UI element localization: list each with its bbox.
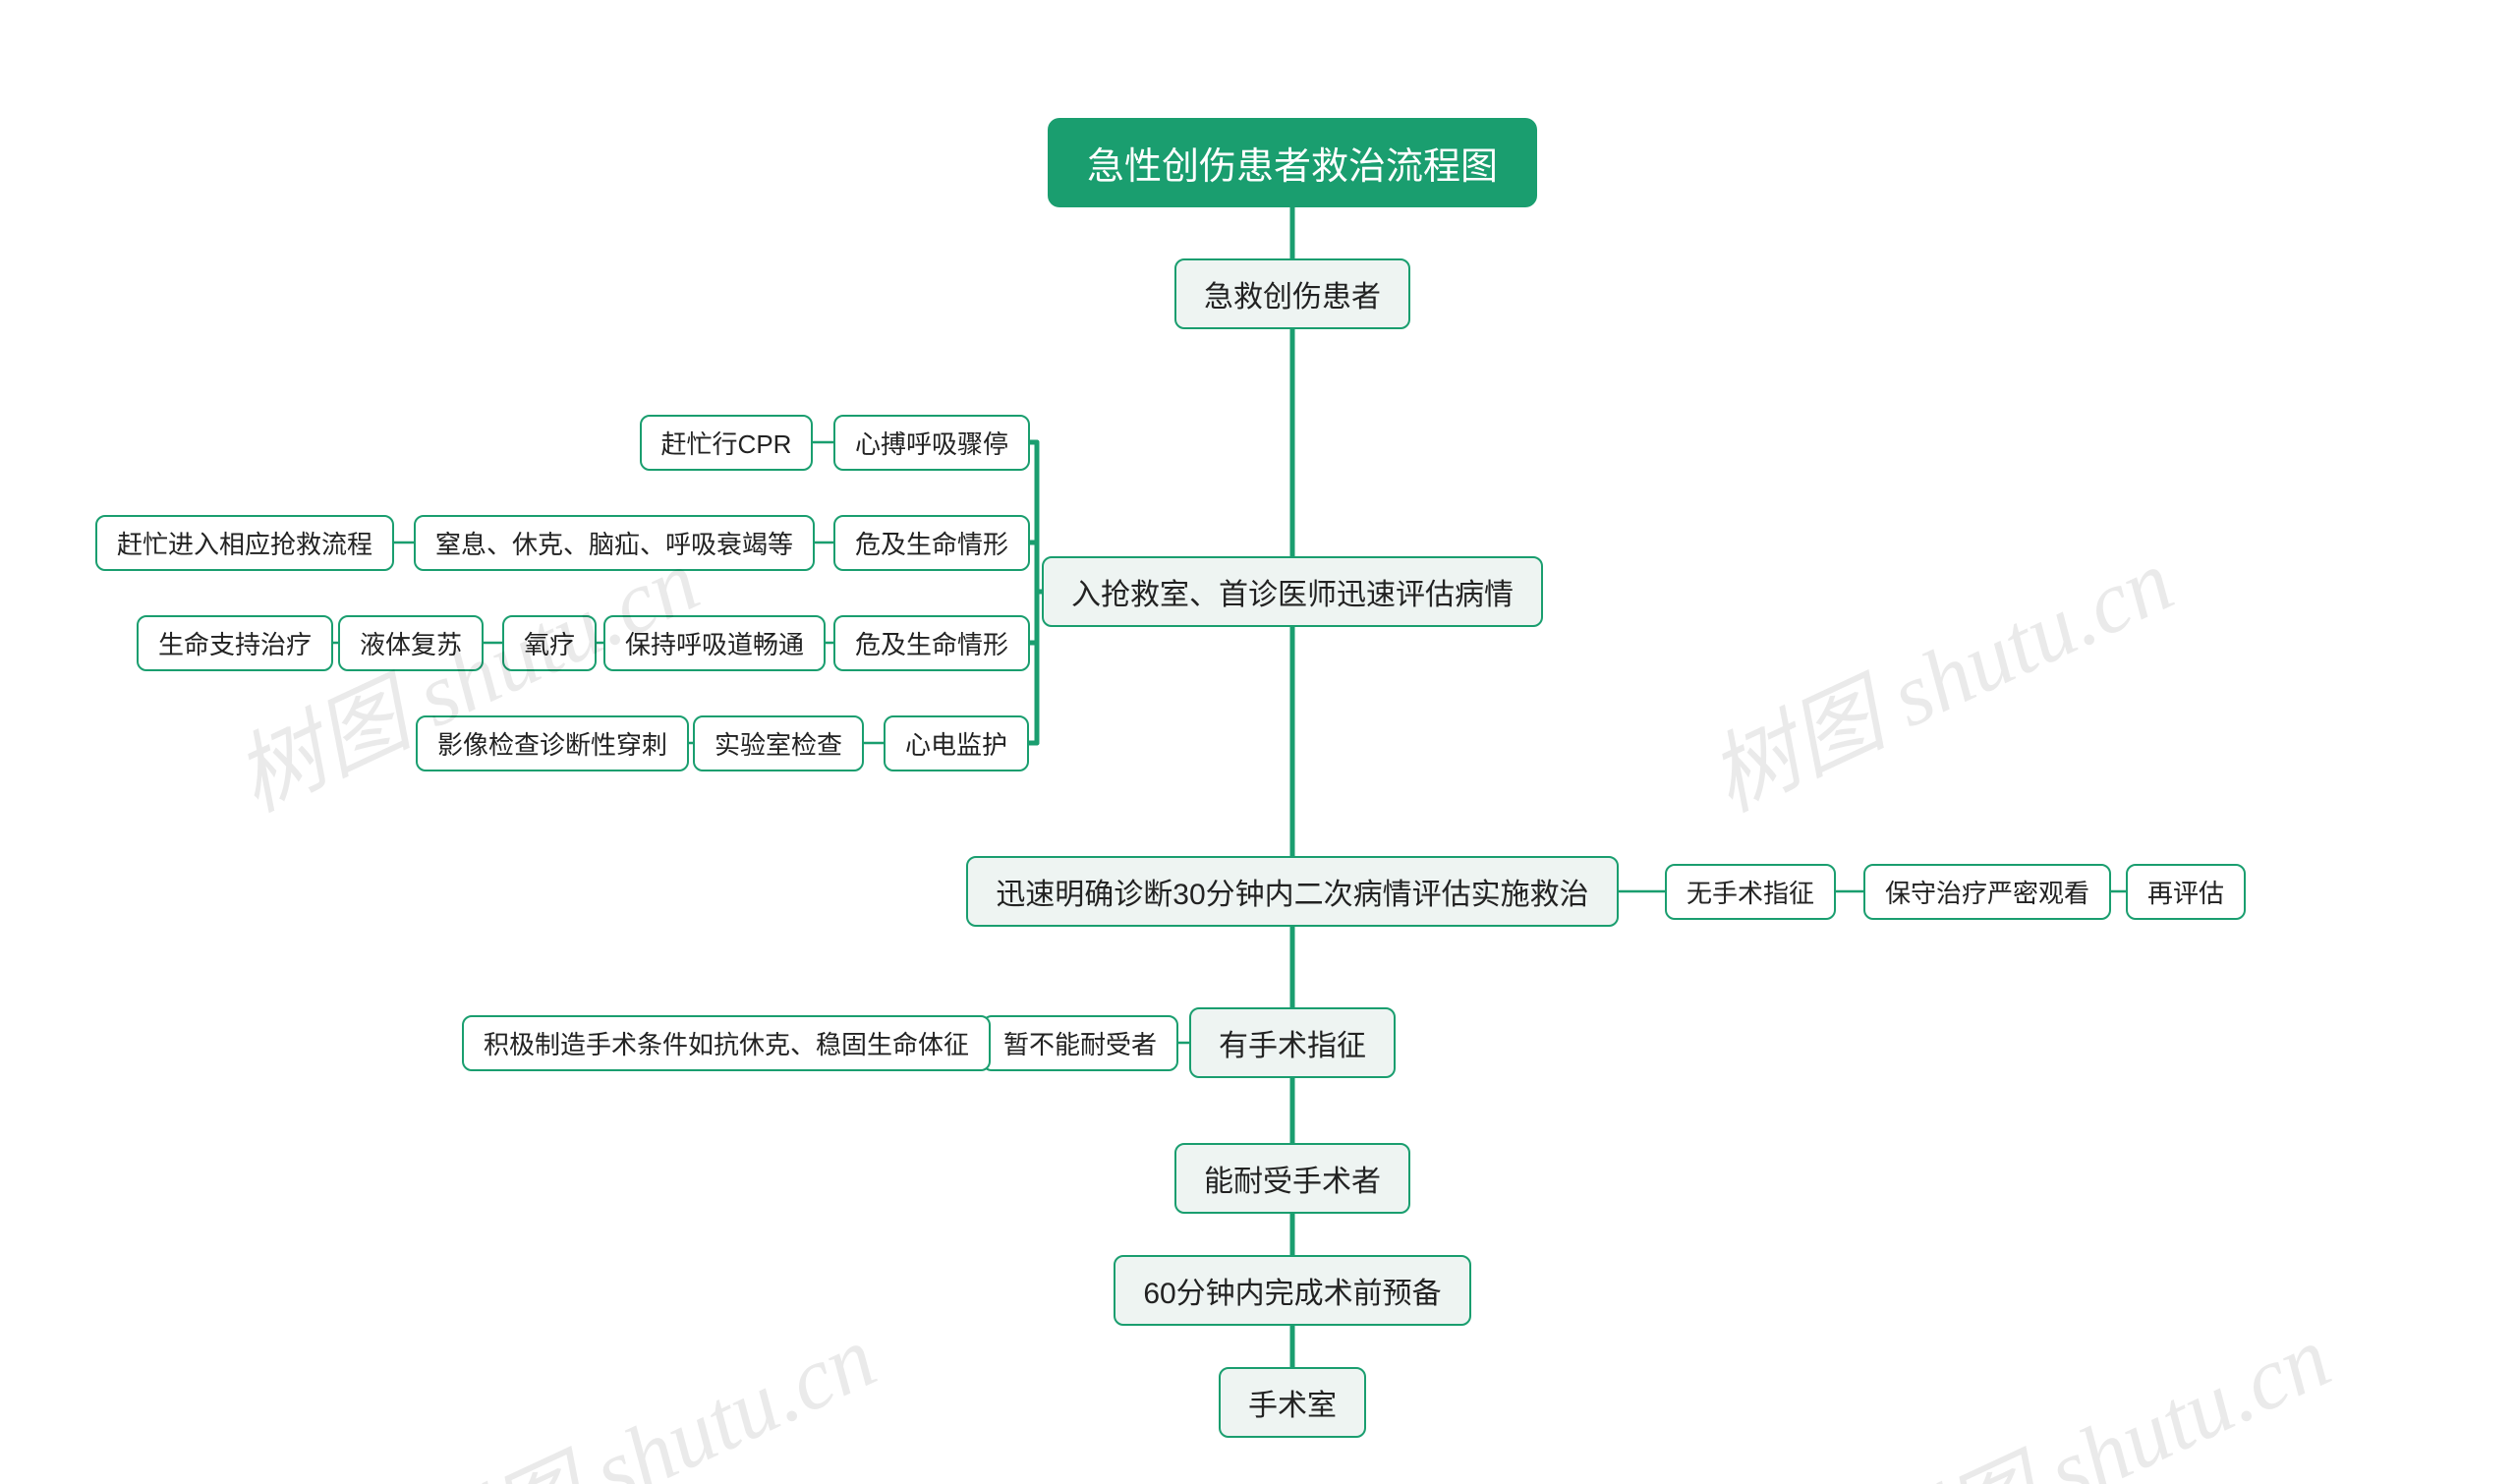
watermark: 树图 shutu.cn [388, 1286, 892, 1484]
node-n2a: 心搏呼吸骤停 [833, 415, 1030, 471]
node-n2b2: 赶忙进入相应抢救流程 [95, 515, 394, 571]
node-n2c: 危及生命情形 [833, 615, 1030, 671]
node-n2b: 危及生命情形 [833, 515, 1030, 571]
node-n3: 迅速明确诊断30分钟内二次病情评估实施救治 [966, 856, 1618, 927]
watermark: 树图 shutu.cn [1843, 1286, 2347, 1484]
node-n2b1: 窒息、休克、脑疝、呼吸衰竭等 [414, 515, 815, 571]
node-n1: 急救创伤患者 [1174, 258, 1410, 329]
node-n2c1: 保持呼吸道畅通 [603, 615, 826, 671]
node-n2d2: 影像检查诊断性穿刺 [416, 715, 689, 771]
node-n7: 手术室 [1219, 1367, 1366, 1438]
node-n3r2: 保守治疗严密观看 [1863, 864, 2111, 920]
node-n3r3: 再评估 [2126, 864, 2246, 920]
node-n2c2: 氧疗 [502, 615, 597, 671]
node-root: 急性创伤患者救治流程图 [1048, 118, 1537, 207]
node-n2c4: 生命支持治疗 [137, 615, 333, 671]
node-n2d1: 实验室检查 [693, 715, 864, 771]
node-n2a1: 赶忙行CPR [640, 415, 814, 471]
node-n6: 60分钟内完成术前预备 [1114, 1255, 1470, 1326]
node-n4l2: 积极制造手术条件如抗休克、稳固生命体征 [462, 1015, 991, 1071]
node-n4: 有手术指征 [1189, 1007, 1396, 1078]
node-n4l1: 暂不能耐受者 [982, 1015, 1178, 1071]
node-n5: 能耐受手术者 [1174, 1143, 1410, 1214]
node-n2: 入抢救室、首诊医师迅速评估病情 [1042, 556, 1543, 627]
node-n2d: 心电监护 [884, 715, 1029, 771]
watermark: 树图 shutu.cn [1686, 510, 2190, 835]
node-n3r1: 无手术指征 [1665, 864, 1836, 920]
node-n2c3: 液体复苏 [338, 615, 484, 671]
